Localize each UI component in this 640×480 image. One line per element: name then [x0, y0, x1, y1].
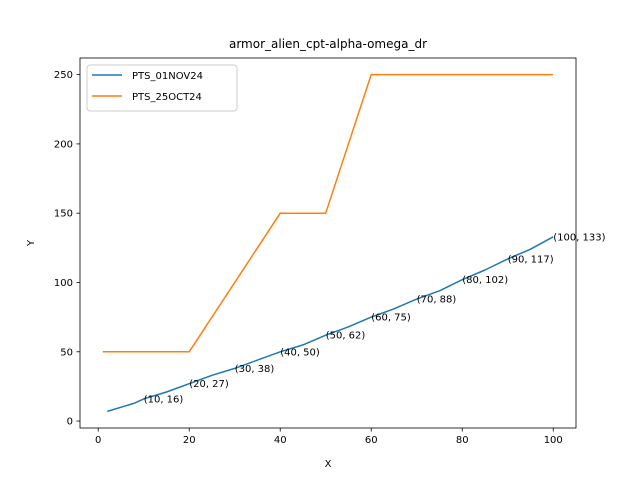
legend-label: PTS_01NOV24 — [132, 71, 203, 82]
data-label: (60, 75) — [371, 313, 411, 324]
x-tick-label: 40 — [274, 435, 287, 446]
plot-frame — [79, 57, 577, 429]
data-label: (40, 50) — [280, 347, 320, 358]
x-axis: 0 20 40 60 80 100 — [95, 428, 563, 446]
data-label: (80, 102) — [462, 275, 508, 286]
data-label: (30, 38) — [235, 364, 275, 375]
annotation-layer: (10, 16) (20, 27) (30, 38) (40, 50) (50, 62)… — [144, 232, 606, 405]
data-label: (10, 16) — [144, 394, 184, 405]
y-axis-label: Y — [26, 239, 37, 247]
legend: PTS_01NOV24 PTS_25OCT24 — [86, 64, 238, 112]
data-label: (100, 133) — [553, 232, 605, 243]
x-tick-label: 0 — [95, 435, 101, 446]
legend-box — [86, 64, 238, 112]
plot-area — [80, 58, 576, 428]
series-line-2 — [102, 73, 554, 353]
y-tick-label: 250 — [54, 70, 73, 81]
y-axis: 0 50 100 150 200 250 — [54, 70, 80, 428]
series-line-1 — [107, 236, 554, 413]
legend-label: PTS_25OCT24 — [132, 92, 202, 103]
y-tick-label: 150 — [54, 209, 73, 220]
y-tick-label: 50 — [60, 347, 73, 358]
x-tick-label: 20 — [183, 435, 196, 446]
x-tick-label: 100 — [544, 435, 563, 446]
chart-title: armor_alien_cpt-alpha-omega_dr — [229, 37, 427, 51]
y-tick-label: 100 — [54, 278, 73, 289]
series-layer — [102, 73, 554, 413]
x-axis-label: X — [325, 459, 332, 470]
data-label: (90, 117) — [508, 254, 554, 265]
x-tick-label: 80 — [456, 435, 469, 446]
x-tick-label: 60 — [365, 435, 378, 446]
data-label: (50, 62) — [326, 331, 366, 342]
y-tick-label: 0 — [67, 417, 73, 428]
y-tick-label: 200 — [54, 139, 73, 150]
data-label: (70, 88) — [417, 295, 457, 306]
data-label: (20, 27) — [189, 379, 229, 390]
